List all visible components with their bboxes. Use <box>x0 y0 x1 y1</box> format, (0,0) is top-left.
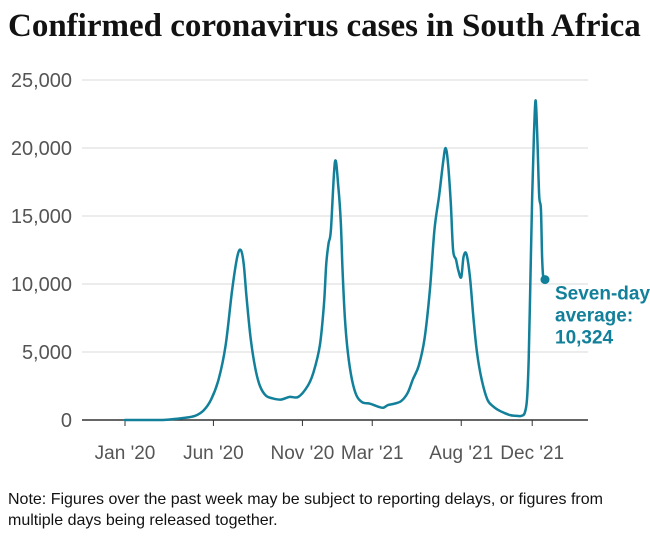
series-line <box>123 99 547 422</box>
x-tick-label: Jan '20 <box>95 443 156 464</box>
chart-footnote: Note: Figures over the past week may be … <box>8 491 603 529</box>
x-tick-label: Aug '21 <box>429 443 493 464</box>
annotation-text: average: <box>555 306 633 327</box>
line-chart: 0 5,000 10,000 15,000 20,000 25,000 Jan '20 Ju… <box>11 70 650 464</box>
latest-value-point <box>540 275 550 285</box>
chart-title: Confirmed coronavirus cases in South Afr… <box>8 8 641 44</box>
x-axis-tick-labels: Jan '20 Jun '20 Nov '20 Mar '21 Aug '21 Dec '… <box>95 420 564 464</box>
y-tick-label: 25,000 <box>11 70 72 92</box>
x-tick-label: Dec '21 <box>500 443 564 464</box>
x-tick-label: Nov '20 <box>271 443 335 464</box>
x-tick-label: Mar '21 <box>341 443 404 464</box>
y-tick-label: 5,000 <box>22 342 72 364</box>
y-tick-label: 15,000 <box>11 206 72 228</box>
grid-lines <box>82 79 588 421</box>
series-layer <box>123 99 550 422</box>
y-tick-label: 10,000 <box>11 274 72 296</box>
x-tick-label: Jun '20 <box>183 443 244 464</box>
annotation-text: Seven-day <box>555 284 650 305</box>
y-axis-tick-labels: 0 5,000 10,000 15,000 20,000 25,000 <box>11 70 72 432</box>
y-tick-label: 0 <box>61 410 72 432</box>
y-tick-label: 20,000 <box>11 138 72 160</box>
annotation-text: 10,324 <box>555 328 614 349</box>
